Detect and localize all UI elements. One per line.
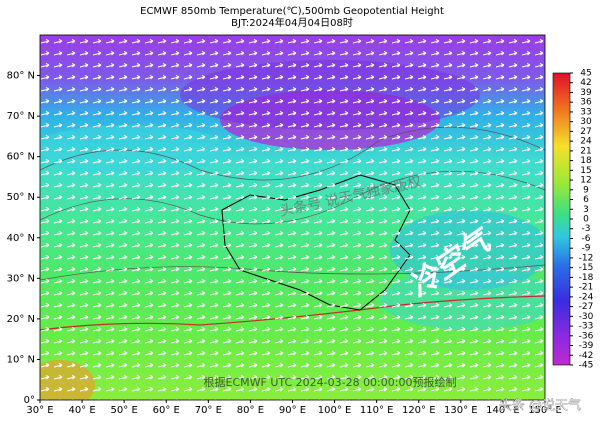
colorbar-tick-label: 39 bbox=[580, 88, 592, 98]
colorbar-tick-label: 21 bbox=[580, 146, 591, 156]
lon-tick-label: 30° E bbox=[26, 405, 53, 416]
colorbar bbox=[552, 72, 571, 366]
colorbar-tick-label: 0 bbox=[583, 215, 589, 225]
colorbar-tick-label: -3 bbox=[582, 224, 591, 234]
lat-tick-label: 70° N bbox=[7, 111, 35, 122]
map-title: ECMWF 850mb Temperature(℃),500mb Geopote… bbox=[140, 6, 444, 17]
colorbar-tick-label: -36 bbox=[579, 331, 594, 341]
lon-tick-label: 60° E bbox=[153, 405, 180, 416]
lat-tick-label: 60° N bbox=[7, 152, 35, 163]
lon-tick-label: 40° E bbox=[68, 405, 95, 416]
lon-tick-label: 110° E bbox=[360, 405, 394, 416]
lon-tick-label: 150° E bbox=[528, 405, 562, 416]
colorbar-tick-label: -39 bbox=[579, 341, 594, 351]
colorbar-tick-label: -30 bbox=[579, 312, 594, 322]
lon-tick-label: 140° E bbox=[486, 405, 520, 416]
lat-tick-label: 80° N bbox=[7, 71, 35, 82]
colorbar-tick-label: 12 bbox=[580, 176, 591, 186]
colorbar-tick-label: -27 bbox=[579, 302, 594, 312]
lat-tick-label: 50° N bbox=[7, 192, 35, 203]
map-subtitle: BJT:2024年04月04日08时 bbox=[231, 16, 353, 29]
colorbar-tick-label: -9 bbox=[582, 244, 591, 254]
lon-tick-label: 50° E bbox=[111, 405, 138, 416]
colorbar-tick-label: -42 bbox=[579, 351, 594, 361]
lon-tick-label: 120° E bbox=[402, 405, 436, 416]
lon-tick-label: 90° E bbox=[279, 405, 306, 416]
source-note: 根据ECMWF UTC 2024-03-28 00:00:00预报绘制 bbox=[204, 375, 457, 389]
colorbar-tick-label: 27 bbox=[580, 127, 591, 137]
colorbar-tick-label: 36 bbox=[580, 98, 592, 108]
colorbar-tick-label: 3 bbox=[583, 205, 589, 215]
lon-tick-label: 70° E bbox=[195, 405, 222, 416]
colorbar-tick-label: -33 bbox=[579, 322, 594, 332]
colorbar-tick-label: 9 bbox=[583, 185, 589, 195]
field bbox=[40, 35, 545, 400]
lat-tick-label: 30° N bbox=[7, 273, 35, 284]
lat-tick-label: 0° bbox=[24, 395, 35, 406]
lat-tick-label: 10° N bbox=[7, 354, 35, 365]
lon-tick-label: 80° E bbox=[237, 405, 264, 416]
colorbar-tick-label: -15 bbox=[579, 263, 594, 273]
colorbar-tick-label: -6 bbox=[582, 234, 591, 244]
lon-tick-label: 100° E bbox=[318, 405, 352, 416]
colorbar-tick-label: 33 bbox=[580, 107, 591, 117]
colorbar-tick-label: 18 bbox=[580, 156, 592, 166]
colorbar-tick-label: 15 bbox=[580, 166, 591, 176]
colorbar-tick-label: 45 bbox=[580, 69, 591, 79]
lon-tick-label: 130° E bbox=[444, 405, 478, 416]
colorbar-tick-label: 30 bbox=[580, 117, 592, 127]
colorbar-tick-label: -18 bbox=[579, 273, 594, 283]
watermark: 头条 @说天气 bbox=[499, 398, 581, 414]
colorbar-tick-label: 6 bbox=[583, 195, 589, 205]
colorbar-tick-label: -45 bbox=[579, 361, 594, 371]
colorbar-tick-label: 42 bbox=[580, 78, 591, 88]
lat-tick-label: 40° N bbox=[7, 233, 35, 244]
colorbar-tick-label: -21 bbox=[579, 283, 594, 293]
colorbar-tick-label: -12 bbox=[579, 253, 594, 263]
lat-tick-label: 20° N bbox=[7, 314, 35, 325]
colorbar-tick-label: -24 bbox=[579, 292, 594, 302]
colorbar-tick-label: 24 bbox=[580, 137, 592, 147]
